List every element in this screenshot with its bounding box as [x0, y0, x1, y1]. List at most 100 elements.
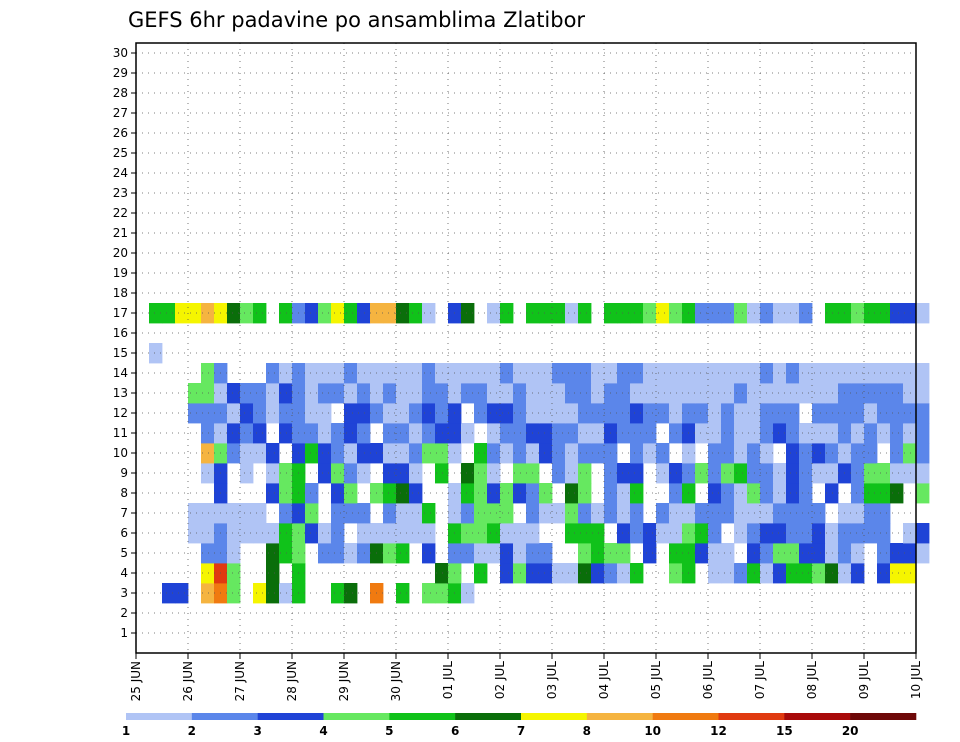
y-tick-label: 22 [113, 206, 128, 220]
heatmap-cell [825, 543, 839, 564]
heatmap-cell [266, 383, 280, 404]
heatmap-cell [825, 443, 839, 464]
heatmap-cell [188, 403, 202, 424]
heatmap-cell [864, 523, 878, 544]
heatmap-cell [474, 503, 488, 524]
heatmap-cell [253, 523, 267, 544]
heatmap-cell [539, 403, 553, 424]
heatmap-cell [500, 303, 514, 324]
heatmap-cell [500, 363, 514, 384]
heatmap-cell [825, 383, 839, 404]
heatmap-cell [383, 383, 397, 404]
heatmap-cell [357, 383, 371, 404]
heatmap-cell [799, 303, 813, 324]
heatmap-cell [240, 503, 254, 524]
heatmap-cell [500, 503, 514, 524]
heatmap-cell [825, 483, 839, 504]
heatmap-cell [227, 503, 241, 524]
heatmap-cell [877, 463, 891, 484]
heatmap-cell [305, 423, 319, 444]
heatmap-cell [916, 483, 930, 504]
legend-swatch [257, 713, 324, 720]
heatmap-cell [201, 383, 215, 404]
heatmap-cell [773, 503, 787, 524]
heatmap-cell [643, 543, 657, 564]
heatmap-cell [916, 363, 930, 384]
heatmap-cell [864, 443, 878, 464]
heatmap-cell [669, 503, 683, 524]
y-tick-label: 21 [113, 226, 128, 240]
heatmap-cell [344, 543, 358, 564]
heatmap-cell [357, 443, 371, 464]
heatmap-cell [552, 463, 566, 484]
heatmap-cell [162, 303, 176, 324]
heatmap-cell [409, 443, 423, 464]
x-tick-label: 02 JUL [493, 661, 507, 699]
heatmap-cell [500, 423, 514, 444]
heatmap-cell [513, 463, 527, 484]
heatmap-cell [487, 303, 501, 324]
heatmap-cell [799, 483, 813, 504]
heatmap-cell [318, 543, 332, 564]
heatmap-cell [305, 383, 319, 404]
heatmap-cell [721, 563, 735, 584]
heatmap-cell [617, 503, 631, 524]
heatmap-cell [721, 543, 735, 564]
x-tick-label: 01 JUL [441, 661, 455, 699]
heatmap-cell [864, 403, 878, 424]
heatmap-cell [695, 463, 709, 484]
heatmap-cell [630, 303, 644, 324]
heatmap-cell [565, 563, 579, 584]
heatmap-cell [227, 443, 241, 464]
y-tick-label: 3 [120, 586, 128, 600]
heatmap-cell [461, 463, 475, 484]
heatmap-cell [409, 523, 423, 544]
y-tick-label: 6 [120, 526, 128, 540]
heatmap-cell [266, 543, 280, 564]
heatmap-cell [890, 443, 904, 464]
heatmap-cell [565, 423, 579, 444]
heatmap-cell [812, 503, 826, 524]
legend-swatch [126, 713, 193, 720]
heatmap-cell [188, 383, 202, 404]
heatmap-cell [539, 383, 553, 404]
heatmap-cell [916, 303, 930, 324]
y-tick-label: 13 [113, 386, 128, 400]
heatmap-cell [851, 403, 865, 424]
heatmap-cell [617, 563, 631, 584]
heatmap-cell [617, 483, 631, 504]
heatmap-cell [890, 303, 904, 324]
y-tick-label: 17 [113, 306, 128, 320]
heatmap-cell [747, 383, 761, 404]
heatmap-cell [422, 383, 436, 404]
heatmap-cell [812, 423, 826, 444]
heatmap-cell [669, 363, 683, 384]
heatmap-cell [487, 383, 501, 404]
heatmap-cell [409, 303, 423, 324]
heatmap-cell [266, 363, 280, 384]
heatmap-cell [331, 503, 345, 524]
heatmap-cell [227, 583, 241, 604]
heatmap-cell [383, 503, 397, 524]
heatmap-cell [357, 423, 371, 444]
grid-layer [136, 43, 916, 653]
heatmap-cell [591, 403, 605, 424]
heatmap-cell [344, 363, 358, 384]
heatmap-cell [617, 543, 631, 564]
heatmap-cell [708, 463, 722, 484]
heatmap-cell [630, 403, 644, 424]
heatmap-cell [318, 303, 332, 324]
heatmap-cell [201, 443, 215, 464]
heatmap-cell [396, 503, 410, 524]
heatmap-cell [877, 403, 891, 424]
heatmap-cell [773, 303, 787, 324]
heatmap-cell [591, 383, 605, 404]
heatmap-cell [513, 403, 527, 424]
heatmap-cell [396, 543, 410, 564]
heatmap-cell [669, 543, 683, 564]
heatmap-cell [734, 523, 748, 544]
heatmap-cell [435, 563, 449, 584]
heatmap-cell [344, 303, 358, 324]
heatmap-cell [578, 303, 592, 324]
legend-label: 1 [122, 724, 130, 738]
